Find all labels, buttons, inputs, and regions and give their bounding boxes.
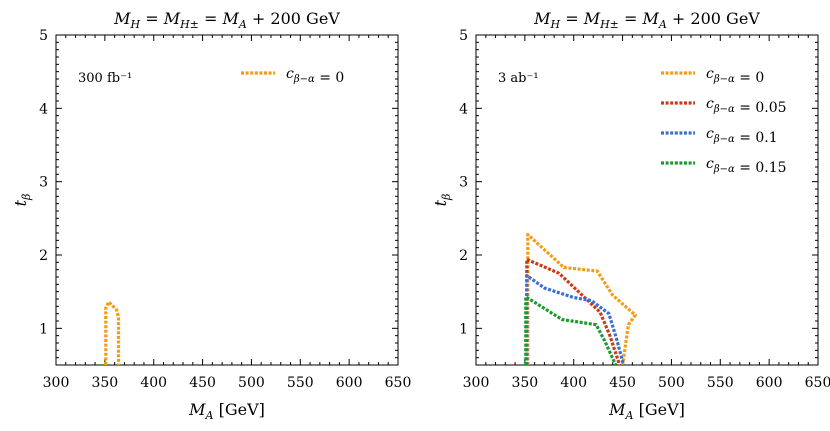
x-tick-label: 350 [91,375,118,391]
x-tick-label: 450 [189,375,216,391]
x-tick-label: 400 [140,375,167,391]
x-tick-label: 500 [658,375,685,391]
x-tick-label: 600 [756,375,783,391]
y-tick-label: 4 [39,101,48,117]
series-line-3 [525,273,626,365]
chart-panel-2: 300 350 400 450 500 550 600 650 1 2 3 4 5 MH = MH± = … [431,9,830,422]
series-line-2 [525,257,622,365]
y-tick-label: 5 [39,28,48,44]
y-tick-label: 3 [39,175,48,191]
legend-label-4: cβ−α = 0.15 [706,156,787,176]
x-tick-label: 600 [336,375,363,391]
chart-title: MH = MH± = MA + 200 GeV [533,9,760,31]
x-tick-label: 650 [805,375,830,391]
plot-frame [475,34,819,366]
x-tick-label: 550 [287,375,314,391]
y-tick-label: 2 [459,248,468,264]
x-tick-label: 650 [385,375,412,391]
y-axis-label: tβ [11,194,33,207]
x-tick-label: 300 [463,375,490,391]
legend-label-1: cβ−α = 0 [706,66,764,86]
chart-panel-1: 300 350 400 450 500 550 600 650 1 2 3 4 5 MH = MH± = … [11,9,411,422]
legend-label-2: cβ−α = 0.05 [706,96,787,116]
y-axis-label: tβ [431,194,453,207]
legend-label-3: cβ−α = 0.1 [706,126,778,146]
plot-frame [55,34,399,366]
luminosity-annotation: 3 ab⁻¹ [498,71,539,86]
x-tick-label: 500 [238,375,265,391]
y-tick-label: 1 [39,321,48,337]
x-tick-label: 350 [511,375,538,391]
chart-title: MH = MH± = MA + 200 GeV [113,9,340,31]
x-tick-label: 550 [707,375,734,391]
series-line-1 [104,300,121,365]
x-tick-label: 300 [43,375,70,391]
y-tick-label: 3 [459,175,468,191]
luminosity-annotation: 300 fb⁻¹ [78,71,132,86]
y-tick-label: 2 [39,248,48,264]
y-tick-label: 4 [459,101,468,117]
y-tick-label: 5 [459,28,468,44]
x-tick-label: 450 [609,375,636,391]
legend-label-1: cβ−α = 0 [286,66,344,86]
series-line-4 [524,295,618,365]
y-tick-label: 1 [459,321,468,337]
x-axis-label: MA [GeV] [188,400,265,422]
x-axis-label: MA [GeV] [608,400,685,422]
x-tick-label: 400 [560,375,587,391]
series-line-1 [526,232,637,365]
